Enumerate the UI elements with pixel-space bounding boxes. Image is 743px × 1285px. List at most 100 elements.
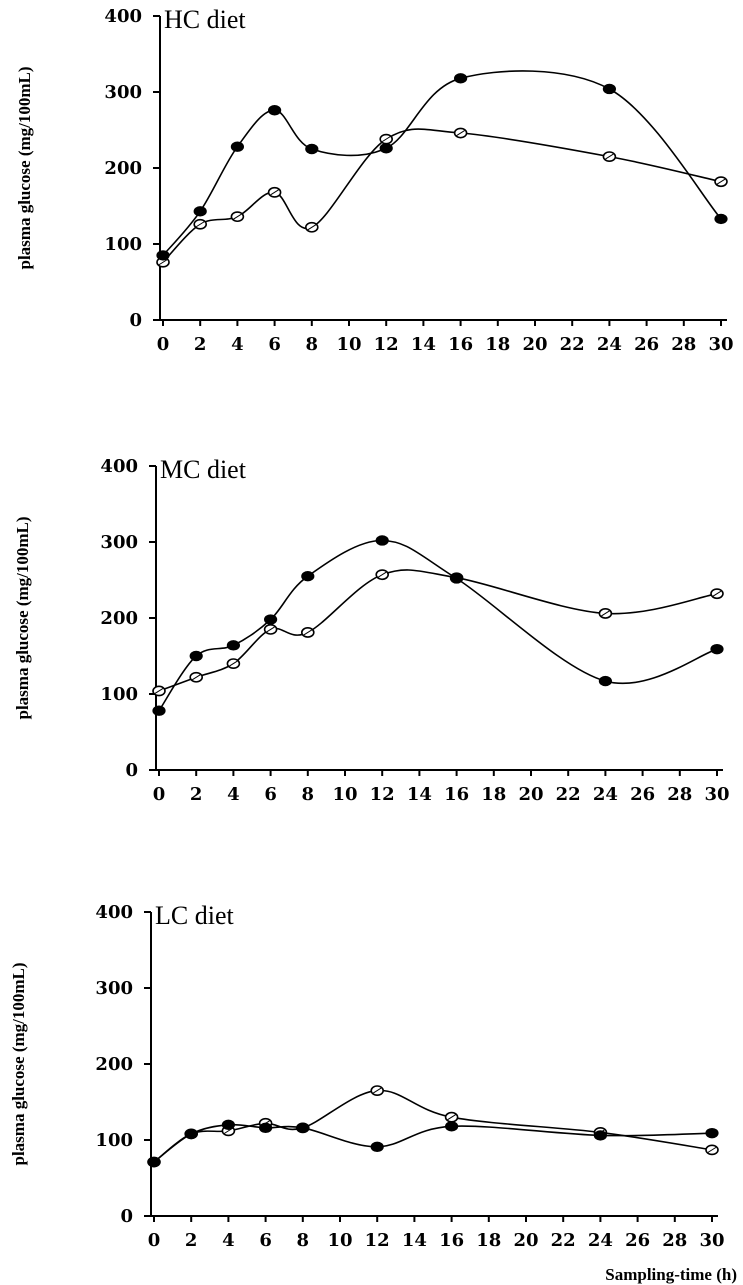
x-tick-label: 24 [593, 784, 618, 805]
panel-title: HC diet [164, 5, 246, 34]
data-point-open [598, 608, 613, 619]
data-point-filled [454, 73, 468, 84]
data-point-open [453, 127, 468, 139]
data-point-filled [152, 705, 166, 716]
x-tick-label: 8 [302, 784, 315, 805]
x-tick-label: 10 [327, 1230, 352, 1251]
x-tick-label: 12 [374, 334, 399, 355]
y-tick-label: 400 [104, 6, 142, 27]
data-point-open [193, 218, 207, 230]
x-axis-label: Sampling-time (h) [605, 1265, 737, 1284]
x-tick-label: 6 [264, 784, 277, 805]
y-axis-label: plasma glucose (mg/100mL) [13, 516, 32, 719]
data-point-filled [445, 1121, 459, 1132]
series-line-filled [162, 70, 722, 256]
y-tick-label: 100 [100, 684, 138, 705]
data-point-open [230, 211, 245, 223]
x-tick-label: 24 [597, 334, 622, 355]
data-point-filled [193, 206, 207, 217]
x-tick-label: 18 [485, 334, 510, 355]
data-point-filled [370, 1141, 384, 1153]
x-tick-label: 26 [630, 784, 655, 805]
data-point-filled [230, 141, 244, 152]
data-point-filled [705, 1127, 719, 1139]
data-point-filled [301, 571, 315, 582]
y-tick-label: 300 [95, 978, 133, 999]
y-tick-label: 0 [129, 310, 142, 331]
y-tick-label: 300 [104, 82, 142, 103]
data-point-filled [710, 643, 724, 655]
x-tick-label: 20 [522, 334, 547, 355]
x-tick-label: 10 [336, 334, 361, 355]
data-point-open [375, 569, 390, 581]
x-tick-label: 4 [231, 334, 244, 355]
y-tick-label: 300 [100, 532, 138, 553]
series-line-open [153, 1089, 713, 1163]
y-tick-label: 400 [95, 902, 133, 923]
x-tick-label: 26 [634, 334, 659, 355]
data-point-filled [450, 573, 464, 584]
data-point-filled [264, 614, 278, 625]
data-point-open [263, 624, 278, 635]
x-tick-label: 20 [513, 1230, 538, 1251]
panel-title: LC diet [155, 901, 234, 930]
panel-title: MC diet [160, 455, 247, 484]
x-tick-label: 0 [148, 1230, 161, 1251]
x-tick-label: 2 [190, 784, 203, 805]
x-tick-label: 4 [222, 1230, 235, 1251]
x-tick-label: 28 [667, 784, 692, 805]
series-line-filled [158, 539, 718, 712]
data-point-filled [305, 143, 319, 155]
series-line-open [162, 128, 722, 263]
x-tick-label: 10 [332, 784, 357, 805]
x-tick-label: 20 [518, 784, 543, 805]
y-axis-label: plasma glucose (mg/100mL) [15, 66, 34, 269]
data-point-filled [189, 650, 203, 662]
x-tick-label: 22 [560, 334, 585, 355]
x-tick-label: 28 [662, 1230, 687, 1251]
data-point-open [710, 588, 724, 600]
data-point-open [370, 1085, 385, 1096]
data-point-open [714, 176, 728, 188]
data-point-filled [714, 213, 728, 225]
x-tick-label: 4 [227, 784, 240, 805]
x-tick-label: 18 [481, 784, 506, 805]
data-point-filled [379, 143, 393, 154]
x-tick-label: 8 [297, 1230, 310, 1251]
x-tick-label: 16 [444, 784, 469, 805]
x-tick-label: 16 [448, 334, 473, 355]
x-tick-label: 6 [268, 334, 281, 355]
y-tick-label: 0 [125, 760, 138, 781]
x-tick-label: 0 [157, 334, 170, 355]
data-point-filled [598, 675, 613, 687]
y-tick-label: 0 [120, 1206, 133, 1227]
x-tick-label: 30 [699, 1230, 724, 1251]
x-tick-label: 28 [671, 334, 696, 355]
data-point-open [152, 685, 166, 697]
series-line-filled [153, 1123, 713, 1163]
data-point-filled [602, 83, 617, 95]
x-tick-label: 14 [407, 784, 432, 805]
data-point-filled [221, 1119, 235, 1131]
y-axis-label: plasma glucose (mg/100mL) [9, 962, 28, 1165]
data-point-open [444, 1111, 459, 1123]
data-point-open [705, 1144, 719, 1156]
data-point-filled [147, 1156, 161, 1168]
x-tick-label: 12 [370, 784, 395, 805]
y-tick-label: 200 [95, 1054, 133, 1075]
data-point-open [189, 671, 203, 683]
x-tick-label: 0 [153, 784, 166, 805]
x-tick-label: 14 [411, 334, 436, 355]
x-tick-label: 2 [185, 1230, 198, 1251]
data-point-filled [593, 1130, 608, 1141]
x-tick-label: 30 [704, 784, 729, 805]
data-point-open [267, 186, 282, 198]
x-tick-label: 8 [306, 334, 319, 355]
x-tick-label: 16 [439, 1230, 464, 1251]
data-point-open [602, 151, 617, 162]
x-tick-label: 22 [551, 1230, 576, 1251]
